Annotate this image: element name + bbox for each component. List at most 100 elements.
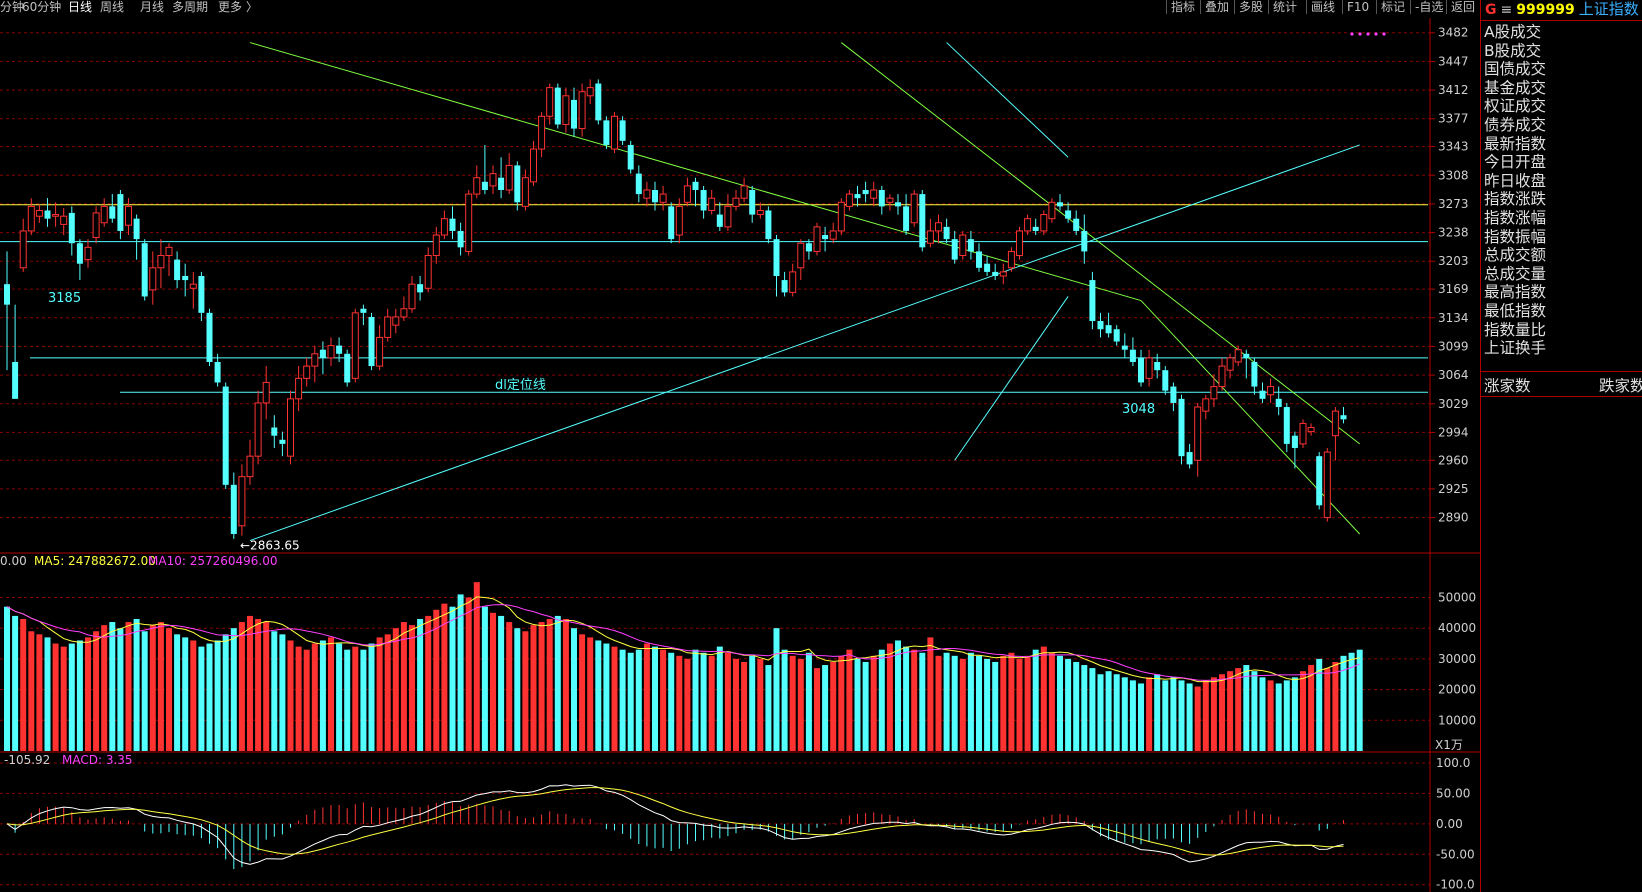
period-tab[interactable]: 多周期 (172, 0, 209, 14)
candle-body-down (1121, 345, 1128, 350)
downtrend-line[interactable] (249, 42, 1142, 302)
uptrend-line[interactable] (249, 144, 1360, 542)
candle-body-up (708, 197, 716, 211)
volume-bar (238, 622, 245, 751)
candle-body-up (999, 271, 1007, 277)
volume-bar (1105, 671, 1112, 751)
vol-label: 0.00 (0, 554, 27, 568)
candle-body-up (351, 312, 359, 379)
volume-bar (741, 661, 748, 751)
candle-body-up (254, 402, 262, 457)
downtrend-line[interactable] (1140, 300, 1361, 535)
candle-body-up (303, 365, 311, 379)
period-tab[interactable]: 分钟 (0, 0, 25, 14)
candle-body-up (19, 230, 27, 269)
volume-bar (360, 649, 367, 751)
candle-body-up (84, 246, 92, 261)
function-tab[interactable]: 标记 (1376, 0, 1405, 14)
quote-field-label: 总成交量 (1484, 264, 1547, 283)
period-tab[interactable]: 日线 (68, 0, 93, 14)
function-tab[interactable]: 指标 (1166, 0, 1195, 14)
volume-bar (498, 615, 505, 751)
volume-bar (376, 637, 383, 751)
candle-body-up (1234, 349, 1242, 363)
volume-bar (1316, 658, 1323, 751)
volume-bar (198, 646, 205, 751)
period-tab[interactable]: 60分钟 (22, 0, 62, 14)
candle-body-up (1307, 427, 1315, 433)
period-tab[interactable]: 更多 〉 (218, 0, 258, 14)
candle-body-down (1032, 226, 1039, 231)
candle-body-up (157, 255, 165, 269)
candle-body-up (262, 381, 270, 404)
price-tick-label: 3169 (1438, 282, 1469, 296)
volume-bar (425, 615, 432, 751)
candle-body-down (271, 427, 278, 436)
price-tick-label: 2890 (1438, 511, 1469, 525)
volume-bar (36, 634, 43, 751)
arrow-line[interactable] (946, 42, 1069, 158)
volume-bar (255, 618, 262, 751)
volume-tick-label: 50000 (1438, 590, 1476, 604)
volume-bar (417, 618, 424, 751)
volume-bar (68, 643, 75, 751)
quote-field-label: 总成交额 (1484, 246, 1547, 265)
quote-field-label: 指数振幅 (1484, 227, 1547, 246)
volume-bar (1032, 649, 1039, 751)
function-tab[interactable]: 统计 (1268, 0, 1297, 14)
candle-body-down (44, 210, 51, 219)
volume-bar (765, 665, 772, 751)
period-tab[interactable]: 月线 (140, 0, 165, 14)
function-tab[interactable]: 画线 (1306, 0, 1335, 14)
period-tab[interactable]: 周线 (100, 0, 125, 14)
volume-bar (1024, 655, 1031, 751)
downtrend-line[interactable] (840, 42, 1361, 445)
volume-bar (1000, 655, 1007, 751)
candle-body-up (52, 214, 60, 217)
candle-body-up (1267, 386, 1275, 396)
candle-body-down (1105, 325, 1112, 334)
volume-bar (692, 649, 699, 751)
volume-bar (822, 665, 829, 751)
menu-icon[interactable]: ≡ (1500, 2, 1513, 18)
candle-body-down (368, 316, 375, 367)
volume-bar (1267, 680, 1274, 751)
function-tab[interactable]: 返回 (1446, 0, 1475, 14)
arrow-line[interactable] (954, 296, 1069, 461)
volume-bar (652, 646, 658, 751)
candle-body-up (1331, 410, 1339, 437)
candle-body-down (1178, 398, 1185, 457)
candle-body-up (935, 222, 942, 232)
candle-body-down (919, 194, 926, 248)
volume-bar (603, 643, 610, 751)
volume-bar (1283, 680, 1290, 751)
function-tab[interactable]: 叠加 (1200, 0, 1229, 14)
candle-body-up (659, 193, 667, 203)
function-tab[interactable]: -自选 (1410, 0, 1443, 14)
volume-bar (311, 643, 318, 751)
volume-bar (392, 628, 399, 751)
volume-bar (724, 652, 731, 751)
macd-label: MACD: 3.35 (62, 753, 133, 767)
candle-body-down (279, 439, 286, 444)
volume-bar (635, 649, 642, 751)
candle-body-down (336, 345, 343, 354)
volume-bar (757, 658, 764, 751)
volume-unit-label: X1万 (1435, 738, 1463, 752)
candle-body-down (206, 312, 213, 362)
dl-line-label: dl定位线 (495, 378, 546, 393)
quote-field-label: 昨日收盘 (1484, 171, 1547, 190)
volume-bar (1340, 655, 1347, 751)
volume-bar (854, 658, 861, 751)
volume-bar (222, 634, 229, 751)
price-tick-label: 2960 (1438, 453, 1469, 467)
indicator-dot (1382, 32, 1386, 36)
function-tab[interactable]: 多股 (1234, 0, 1263, 14)
function-tab[interactable]: F10 (1342, 0, 1369, 14)
candle-body-up (740, 185, 748, 199)
volume-bar (60, 646, 67, 751)
volume-bar (716, 646, 723, 751)
volume-bar (247, 615, 253, 751)
candle-body-down (878, 189, 885, 207)
